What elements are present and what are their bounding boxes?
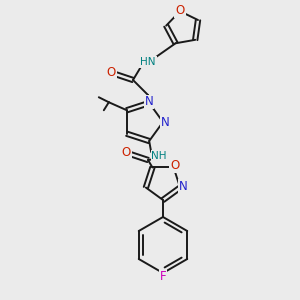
Text: F: F	[160, 269, 166, 283]
Text: O: O	[106, 65, 116, 79]
Text: O: O	[122, 146, 130, 158]
Text: N: N	[160, 116, 169, 128]
Text: NH: NH	[152, 151, 167, 161]
Text: O: O	[176, 4, 185, 17]
Text: N: N	[145, 95, 154, 109]
Text: HN: HN	[140, 57, 156, 67]
Text: N: N	[179, 180, 188, 193]
Text: O: O	[170, 159, 179, 172]
